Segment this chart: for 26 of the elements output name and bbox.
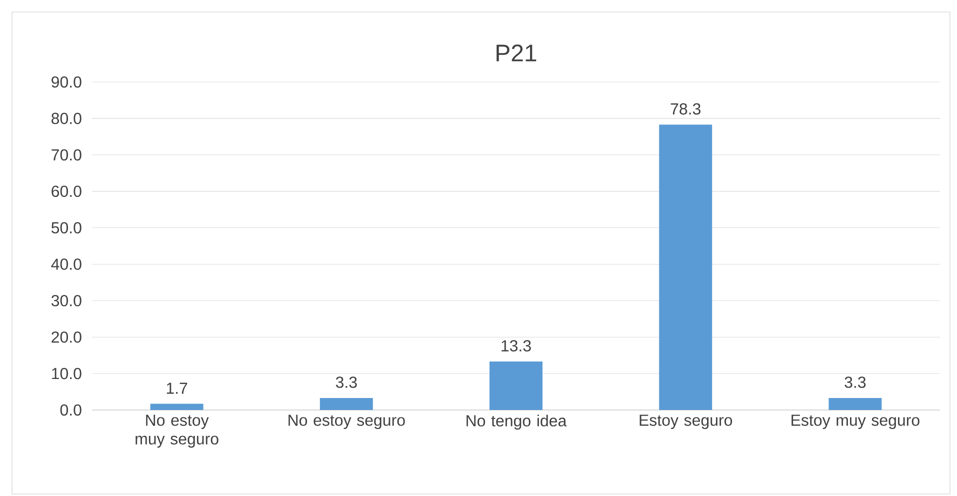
y-tick-label: 40.0 xyxy=(51,258,82,270)
bar xyxy=(150,404,204,410)
x-tick-label: Estoy muy seguro xyxy=(792,414,920,430)
x-tick-label: No estoy seguro xyxy=(288,414,405,430)
x-tick-label: Estoy seguro xyxy=(640,414,732,430)
y-tick-label: 30.0 xyxy=(51,294,82,306)
data-label: 13.3 xyxy=(502,340,531,352)
bar xyxy=(320,398,373,410)
y-tick-label: 60.0 xyxy=(52,186,82,197)
y-tick-label: 10.0 xyxy=(52,368,82,380)
y-tick-label: 90.0 xyxy=(52,76,82,88)
x-tick-label: No tengo idea xyxy=(466,414,567,430)
bar xyxy=(659,124,712,410)
chart-title: P21 xyxy=(496,44,536,62)
y-tick-label: 50.0 xyxy=(51,222,82,234)
y-tick-label: 0.0 xyxy=(60,404,82,416)
bar xyxy=(828,398,882,410)
data-label: 1.7 xyxy=(166,382,188,394)
data-label: 3.3 xyxy=(336,376,357,388)
y-tick-label: 70.0 xyxy=(52,149,82,161)
y-tick-label: 20.0 xyxy=(52,331,82,343)
x-tick-label: No estoy muy seguro xyxy=(136,414,218,448)
y-tick-label: 80.0 xyxy=(52,112,82,124)
data-label: 3.3 xyxy=(844,376,866,388)
bar xyxy=(490,362,542,410)
data-label: 78.3 xyxy=(670,103,700,115)
